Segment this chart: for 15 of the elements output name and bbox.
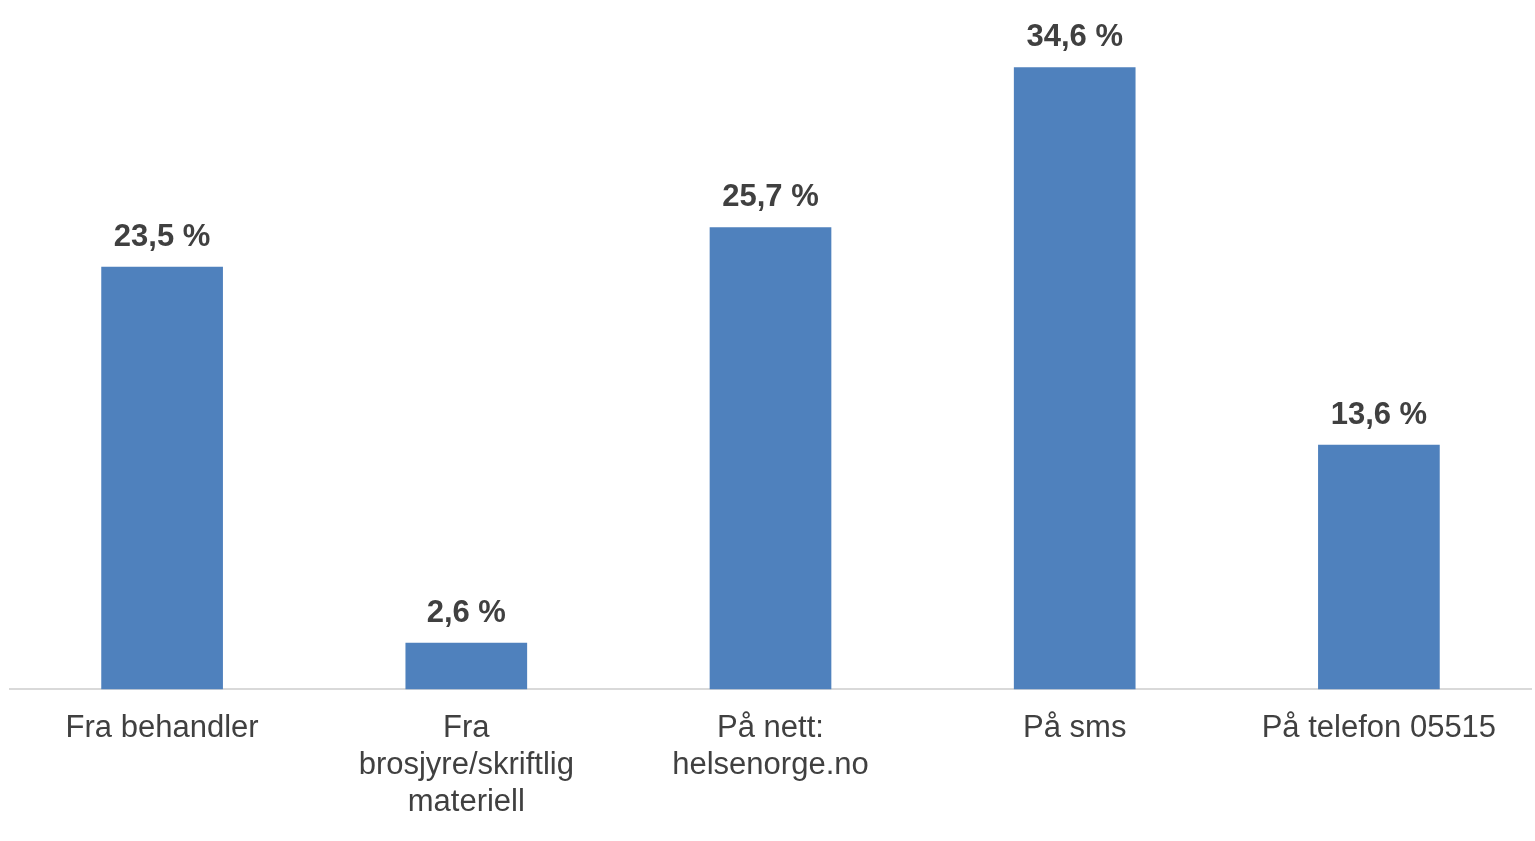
data-label: 13,6 % (1330, 395, 1428, 431)
data-label: 25,7 % (722, 178, 819, 214)
data-label: 34,6 % (1026, 18, 1123, 54)
x-tick-label: Fra behandler (65, 708, 259, 744)
bar (101, 266, 223, 690)
x-tick-label: Fra brosjyre/skriftlig materiell (358, 708, 574, 818)
x-tick-label: På nett: helsenorge.no (672, 708, 869, 781)
x-tick-label: På telefon 05515 (1261, 708, 1497, 744)
bar (1318, 444, 1440, 690)
bar (405, 642, 528, 690)
x-tick-label: På sms (1023, 708, 1127, 744)
bar (1013, 67, 1136, 690)
data-label: 23,5 % (113, 217, 211, 253)
bar (709, 227, 832, 690)
data-label: 2,6 % (426, 593, 506, 629)
